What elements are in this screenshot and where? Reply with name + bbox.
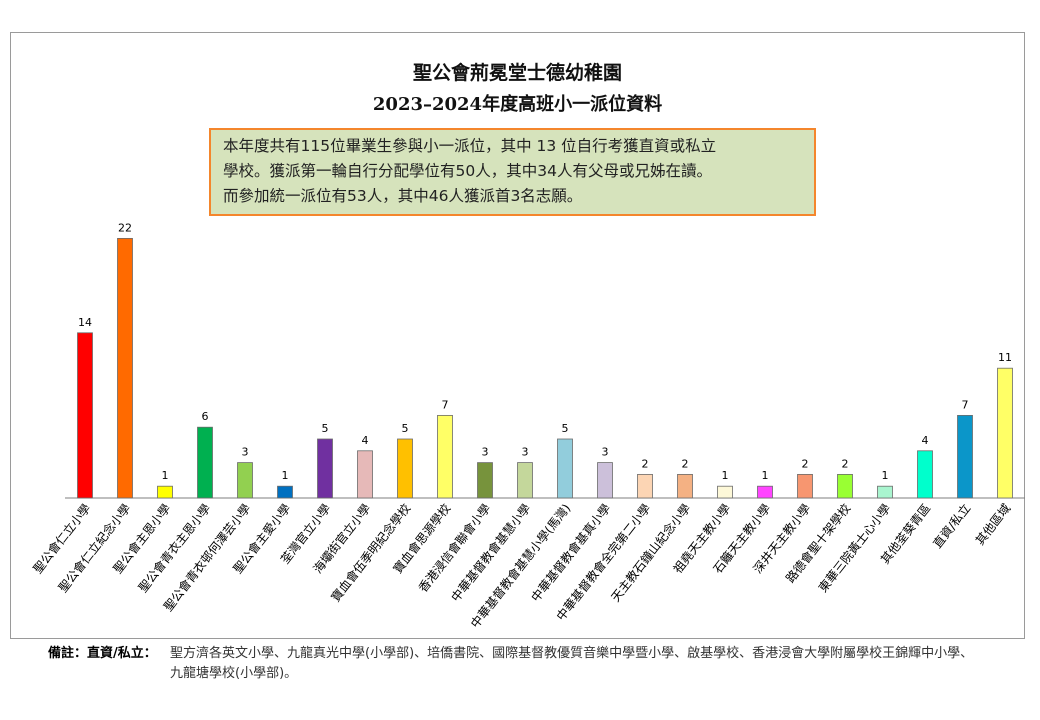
bar (277, 485, 293, 499)
data-label: 2 (842, 457, 849, 470)
x-tick-label: 東華三院黃士心小學 (816, 501, 894, 595)
info-line-1: 本年度共有115位畢業生參與小一派位，其中 13 位自行考獲直資或私立 (223, 137, 717, 155)
bar (637, 473, 653, 499)
x-tick-label: 天主教石鐘山紀念小學 (608, 501, 694, 605)
bar (597, 462, 613, 499)
bar (997, 367, 1013, 499)
data-label: 1 (282, 469, 289, 482)
x-tick-label: 直資/私立 (930, 501, 974, 551)
bar (317, 438, 333, 499)
footnote-label: 備註：直資/私立： (48, 646, 157, 661)
data-label: 11 (998, 351, 1012, 364)
data-label: 5 (402, 422, 409, 435)
x-tick-label: 香港浸信會聯會小學 (416, 501, 494, 595)
data-label: 2 (642, 457, 649, 470)
data-label: 1 (762, 469, 769, 482)
bar (197, 426, 213, 499)
x-tick-label: 其他區域 (973, 501, 1014, 547)
data-label: 22 (118, 221, 132, 234)
data-label: 7 (442, 398, 449, 411)
bar (837, 473, 853, 499)
data-label: 3 (242, 446, 249, 459)
info-line-3: 而參加統一派位有53人，其中46人獲派首3名志願。 (223, 187, 583, 205)
data-label: 4 (922, 434, 929, 447)
x-tick-label: 中華基督教會基慧小學 (448, 501, 534, 605)
bar (557, 438, 573, 499)
data-label: 3 (482, 446, 489, 459)
data-label: 1 (882, 469, 889, 482)
data-label: 7 (962, 398, 969, 411)
footnote-line-1: 聖方濟各英文小學、九龍真光中學(小學部)、培僑書院、國際基督教優質音樂中學暨小學… (170, 646, 974, 661)
chart-title: 聖公會荊冕堂士德幼稚園 (412, 62, 622, 84)
x-tick-label: 中華基督教會基真小學 (528, 501, 614, 605)
bar (717, 485, 733, 499)
data-label: 3 (602, 446, 609, 459)
info-box: 本年度共有115位畢業生參與小一派位，其中 13 位自行考獲直資或私立 學校。獲… (209, 128, 816, 216)
data-label: 6 (202, 410, 209, 423)
bar (797, 473, 813, 499)
data-label: 1 (722, 469, 729, 482)
bar (877, 485, 893, 499)
data-label: 2 (682, 457, 689, 470)
bar (357, 450, 373, 499)
info-line-2: 學校。獲派第一輪自行分配學位有50人，其中34人有父母或兄姊在讀。 (223, 162, 712, 180)
bar (677, 473, 693, 499)
chart-subtitle: 2023–2024年度高班小一派位資料 (372, 94, 663, 115)
bar (397, 438, 413, 499)
data-label: 3 (522, 446, 529, 459)
bar (477, 462, 493, 499)
data-label: 5 (322, 422, 329, 435)
bar (757, 485, 773, 499)
x-tick-label: 寶血會伍季明紀念學校 (328, 501, 414, 605)
bar-chart: 14聖公會仁立小學22聖公會仁立紀念小學1聖公會主恩小學6聖公會青衣主恩小學3聖… (30, 221, 1025, 631)
bar (117, 237, 133, 499)
bar (77, 332, 93, 499)
bar (517, 462, 533, 499)
bar (157, 485, 173, 499)
bar (957, 414, 973, 499)
data-label: 5 (562, 422, 569, 435)
data-label: 1 (162, 469, 169, 482)
bar (237, 462, 253, 499)
data-label: 4 (362, 434, 369, 447)
footnote-line-2: 九龍塘學校(小學部)。 (170, 666, 298, 681)
data-label: 2 (802, 457, 809, 470)
x-tick-label: 聖公會仁立紀念小學 (55, 501, 133, 595)
bar (437, 414, 453, 499)
bar (917, 450, 933, 499)
data-label: 14 (78, 316, 92, 329)
x-tick-label: 聖公會青衣主恩小學 (135, 501, 213, 595)
